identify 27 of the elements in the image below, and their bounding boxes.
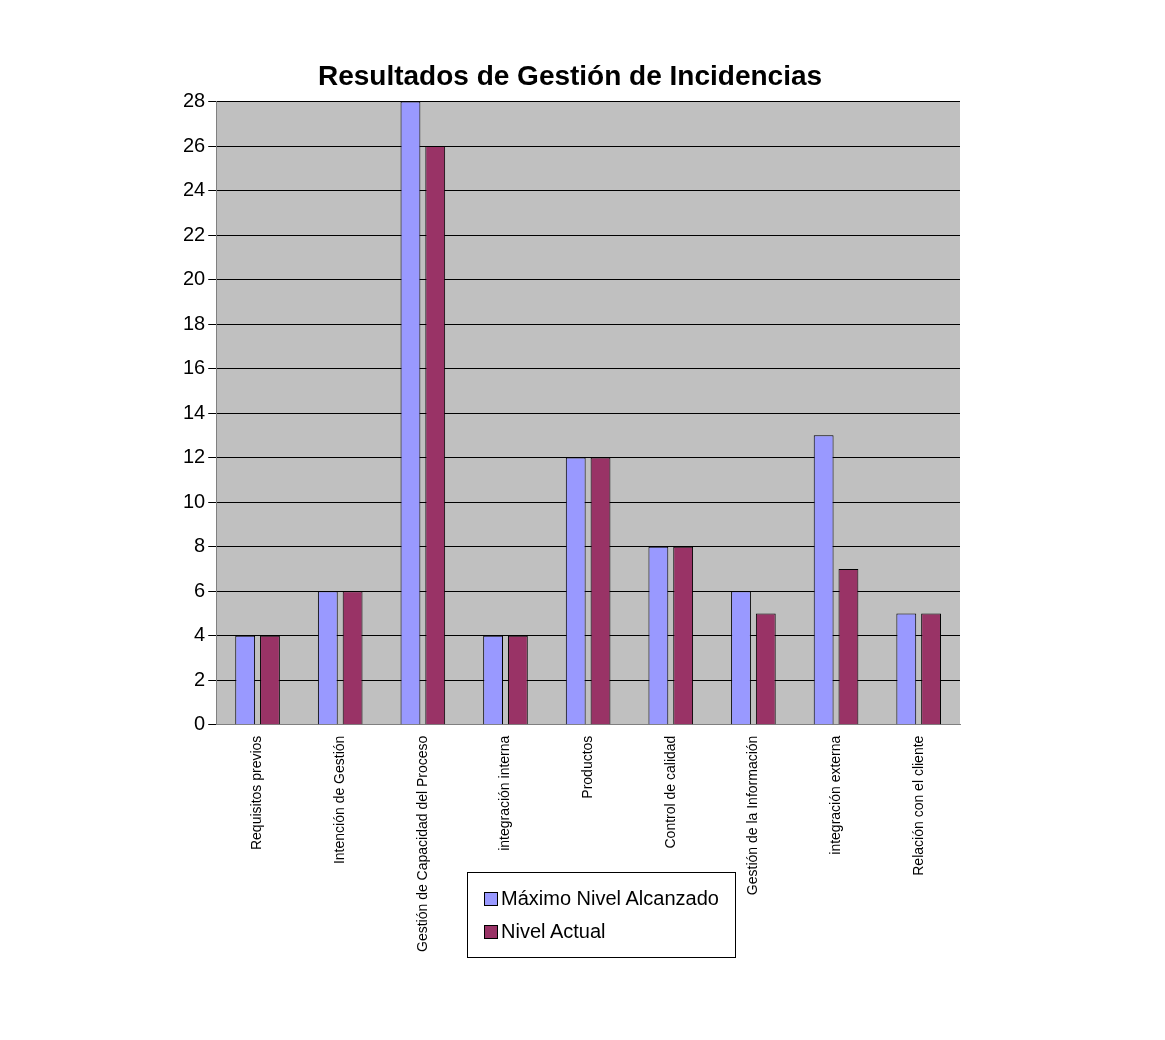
y-tick-label: 18 (183, 311, 206, 334)
legend-label: Nivel Actual (501, 920, 606, 943)
x-tick-label: integración interna (496, 735, 513, 851)
x-tick-label: Gestión de Capacidad del Proceso (413, 735, 430, 952)
legend-label: Máximo Nivel Alcanzado (501, 887, 719, 910)
x-tick-label: integración externa (826, 735, 843, 855)
y-tick-label: 28 (183, 89, 206, 112)
x-tick-label: Control de calidad (661, 735, 678, 849)
y-tick-label: 12 (183, 445, 206, 468)
y-tick-label: 6 (194, 578, 206, 601)
y-tick-label: 4 (194, 623, 206, 646)
y-tick-label: 10 (183, 489, 206, 512)
chart-title: Resultados de Gestión de Incidencias (317, 59, 823, 91)
x-tick-label: Productos (578, 735, 595, 799)
y-tick-label: 24 (183, 178, 206, 201)
x-tick-label: Gestión de la Información (744, 735, 761, 896)
y-tick-label: 2 (194, 667, 206, 690)
y-tick-label: 26 (183, 133, 206, 156)
y-tick-label: 14 (183, 400, 206, 423)
x-tick-label: Relación con el cliente (909, 735, 926, 876)
x-tick-label: Intención de Gestión (331, 735, 348, 865)
y-tick-label: 0 (194, 712, 206, 735)
y-tick-label: 16 (183, 356, 206, 379)
y-tick-label: 20 (183, 267, 206, 290)
x-tick-label: Requisitos previos (248, 735, 265, 851)
y-tick-label: 22 (183, 222, 206, 245)
y-tick-label: 8 (194, 534, 206, 557)
